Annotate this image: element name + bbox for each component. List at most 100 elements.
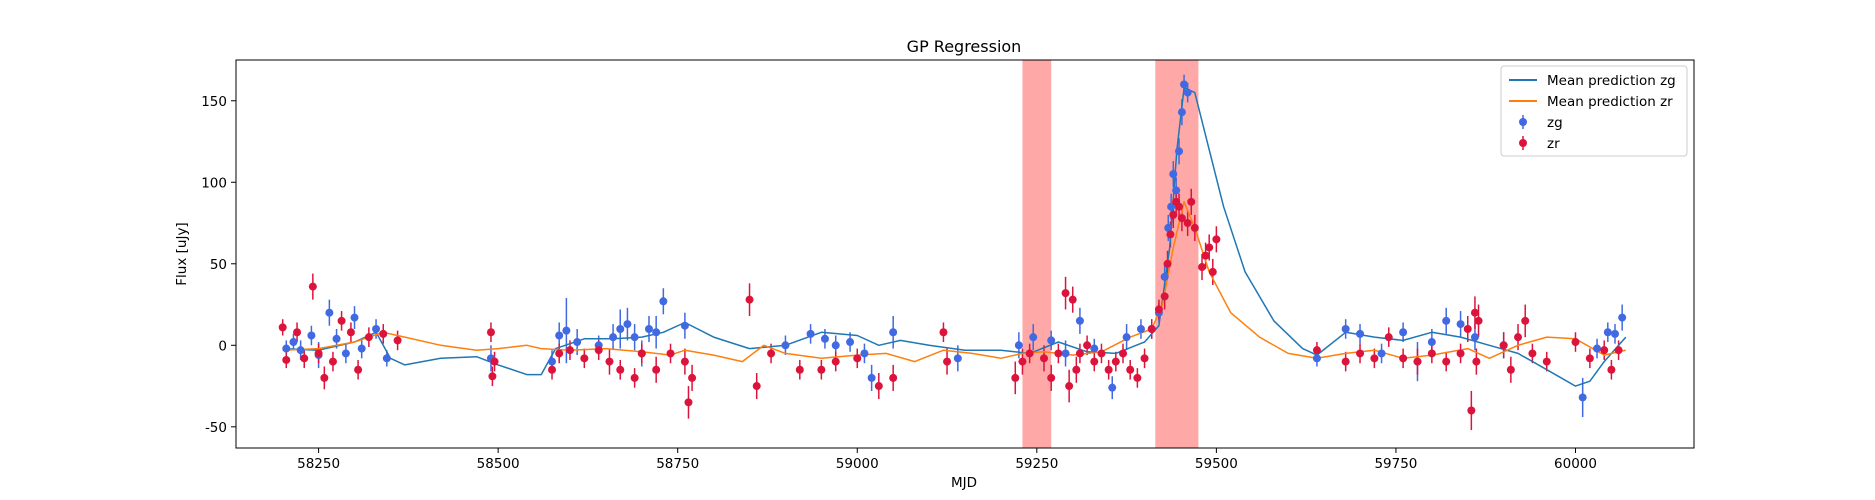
data-point bbox=[1160, 292, 1169, 301]
data-point bbox=[1136, 324, 1145, 333]
data-point bbox=[1427, 338, 1436, 347]
data-point bbox=[307, 331, 316, 340]
data-point bbox=[1119, 349, 1128, 358]
shaded-region bbox=[1155, 60, 1199, 448]
data-point bbox=[1399, 328, 1408, 337]
data-point bbox=[1198, 263, 1207, 272]
data-point bbox=[308, 282, 317, 291]
data-point bbox=[1187, 197, 1196, 206]
data-point bbox=[889, 373, 898, 382]
data-point bbox=[1169, 170, 1178, 179]
data-point bbox=[1090, 357, 1099, 366]
data-point bbox=[1463, 324, 1472, 333]
data-point bbox=[874, 382, 883, 391]
data-point bbox=[1542, 357, 1551, 366]
legend-marker-swatch bbox=[1519, 118, 1527, 126]
shaded-region bbox=[1022, 60, 1052, 448]
data-point bbox=[1083, 341, 1092, 350]
data-point bbox=[820, 334, 829, 343]
y-axis-ticks: -50 0 50 100 150 bbox=[201, 94, 236, 436]
data-point bbox=[817, 365, 826, 374]
data-point bbox=[688, 373, 697, 382]
data-point bbox=[1585, 354, 1594, 363]
data-point bbox=[1472, 357, 1481, 366]
chart-title: GP Regression bbox=[907, 37, 1022, 56]
data-point bbox=[1470, 333, 1479, 342]
y-tick-label: 100 bbox=[201, 175, 227, 191]
data-point bbox=[379, 329, 388, 338]
data-point bbox=[300, 354, 309, 363]
data-point bbox=[1167, 202, 1176, 211]
data-point bbox=[548, 365, 557, 374]
legend-marker-swatch bbox=[1519, 139, 1527, 147]
data-point bbox=[1474, 316, 1483, 325]
data-point bbox=[555, 349, 564, 358]
data-point bbox=[573, 338, 582, 347]
data-point bbox=[1456, 349, 1465, 358]
data-point bbox=[562, 326, 571, 335]
data-point bbox=[382, 354, 391, 363]
data-point bbox=[652, 365, 661, 374]
x-tick-label: 59000 bbox=[836, 456, 879, 472]
data-point bbox=[1190, 223, 1199, 232]
data-point bbox=[939, 328, 948, 337]
data-point bbox=[831, 341, 840, 350]
data-point bbox=[1047, 373, 1056, 382]
data-point bbox=[282, 355, 291, 364]
data-point bbox=[332, 334, 341, 343]
data-point bbox=[486, 328, 495, 337]
data-point bbox=[1521, 316, 1530, 325]
data-point bbox=[1399, 354, 1408, 363]
data-point bbox=[1047, 336, 1056, 345]
data-point bbox=[1175, 147, 1184, 156]
data-point bbox=[1061, 289, 1070, 298]
y-tick-label: -50 bbox=[205, 420, 227, 436]
data-point bbox=[1571, 338, 1580, 347]
data-point bbox=[320, 373, 329, 382]
data-point bbox=[943, 357, 952, 366]
legend: Mean prediction zg Mean prediction zr zg zr bbox=[1500, 65, 1688, 157]
data-point bbox=[1618, 313, 1627, 322]
data-point bbox=[1133, 373, 1142, 382]
data-point bbox=[594, 346, 603, 355]
data-point bbox=[1384, 333, 1393, 342]
data-point bbox=[1370, 354, 1379, 363]
data-point bbox=[1014, 341, 1023, 350]
legend-entry-label: zg bbox=[1547, 115, 1563, 131]
data-point bbox=[296, 346, 305, 355]
data-point bbox=[853, 354, 862, 363]
data-point bbox=[1160, 272, 1169, 281]
y-tick-label: 50 bbox=[210, 257, 227, 273]
data-point bbox=[1528, 349, 1537, 358]
shaded-regions bbox=[1022, 60, 1199, 448]
data-point bbox=[337, 316, 346, 325]
data-point bbox=[1163, 259, 1172, 268]
data-point bbox=[605, 357, 614, 366]
data-point bbox=[623, 320, 632, 329]
data-point bbox=[1054, 349, 1063, 358]
data-point bbox=[1140, 354, 1149, 363]
data-point bbox=[1183, 219, 1192, 228]
data-point bbox=[616, 324, 625, 333]
data-point bbox=[1177, 214, 1186, 223]
data-point bbox=[1180, 80, 1189, 89]
x-axis-ticks: 58250 58500 58750 59000 59250 59500 59750 60000 bbox=[297, 448, 1597, 472]
data-point bbox=[1040, 354, 1049, 363]
y-tick-label: 150 bbox=[201, 94, 227, 110]
data-point bbox=[1593, 344, 1602, 353]
data-point bbox=[314, 349, 323, 358]
data-point bbox=[953, 354, 962, 363]
data-point bbox=[1111, 357, 1120, 366]
data-point bbox=[555, 331, 564, 340]
data-point bbox=[1467, 406, 1476, 415]
data-point bbox=[1104, 365, 1113, 374]
data-point bbox=[1068, 295, 1077, 304]
data-point bbox=[616, 365, 625, 374]
data-point bbox=[781, 341, 790, 350]
data-point bbox=[1075, 349, 1084, 358]
data-point bbox=[1427, 349, 1436, 358]
data-point bbox=[1499, 341, 1508, 350]
data-point bbox=[1603, 328, 1612, 337]
data-point bbox=[1341, 324, 1350, 333]
